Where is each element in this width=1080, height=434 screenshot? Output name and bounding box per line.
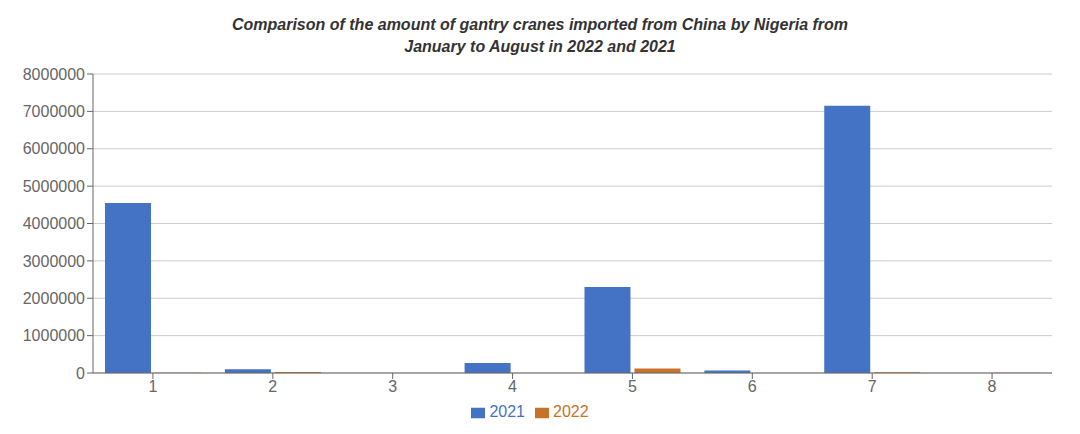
svg-text:1000000: 1000000 (23, 327, 85, 344)
svg-text:0: 0 (76, 365, 85, 382)
html-text:2021: 2021 (489, 403, 525, 420)
svg-text:3: 3 (388, 378, 397, 395)
svg-text:1: 1 (148, 378, 157, 395)
svg-text:5: 5 (628, 378, 637, 395)
svg-text:8000000: 8000000 (23, 66, 85, 83)
html-text:Comparison of the amount of ga: Comparison of the amount of gantry crane… (232, 16, 848, 33)
svg-text:8: 8 (988, 378, 997, 395)
svg-text:2: 2 (268, 378, 277, 395)
html-text:2022: 2022 (553, 403, 589, 420)
svg-text:6000000: 6000000 (23, 140, 85, 157)
html-text:January to August in 2022 and: January to August in 2022 and 2021 (404, 38, 676, 55)
svg-text:4000000: 4000000 (23, 215, 85, 232)
svg-text:6: 6 (748, 378, 757, 395)
svg-text:7: 7 (868, 378, 877, 395)
svg-text:5000000: 5000000 (23, 178, 85, 195)
svg-text:7000000: 7000000 (23, 103, 85, 120)
svg-text:3000000: 3000000 (23, 253, 85, 270)
svg-text:4: 4 (508, 378, 517, 395)
svg-text:2000000: 2000000 (23, 290, 85, 307)
